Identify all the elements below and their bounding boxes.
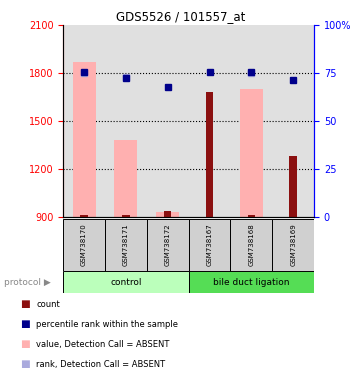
Text: percentile rank within the sample: percentile rank within the sample: [36, 319, 178, 329]
Bar: [206, 92, 213, 217]
Text: GSM738172: GSM738172: [165, 223, 171, 266]
Bar: [230, 219, 272, 271]
Bar: [114, 140, 138, 217]
Bar: [63, 219, 105, 271]
Text: GSM738168: GSM738168: [248, 223, 255, 266]
Bar: [63, 271, 188, 293]
Bar: [122, 215, 130, 217]
Bar: [63, 25, 105, 217]
Bar: [156, 212, 179, 217]
Text: ■: ■: [20, 319, 30, 329]
Text: GDS5526 / 101557_at: GDS5526 / 101557_at: [116, 10, 245, 23]
Bar: [188, 219, 230, 271]
Text: ■: ■: [20, 339, 30, 349]
Text: GSM738171: GSM738171: [123, 223, 129, 266]
Text: GSM738169: GSM738169: [290, 223, 296, 266]
Bar: [240, 89, 263, 217]
Text: bile duct ligation: bile duct ligation: [213, 278, 290, 286]
Text: GSM738167: GSM738167: [206, 223, 213, 266]
Bar: [290, 156, 297, 217]
Text: GSM738170: GSM738170: [81, 223, 87, 266]
Bar: [248, 215, 255, 217]
Text: ■: ■: [20, 299, 30, 309]
Bar: [230, 25, 272, 217]
Bar: [272, 25, 314, 217]
Text: value, Detection Call = ABSENT: value, Detection Call = ABSENT: [36, 339, 169, 349]
Bar: [105, 219, 147, 271]
Bar: [147, 219, 188, 271]
Bar: [73, 62, 96, 217]
Bar: [188, 271, 314, 293]
Bar: [188, 25, 230, 217]
Bar: [147, 25, 188, 217]
Text: control: control: [110, 278, 142, 286]
Bar: [105, 25, 147, 217]
Text: ■: ■: [20, 359, 30, 369]
Bar: [80, 215, 88, 217]
Bar: [164, 211, 171, 217]
Text: rank, Detection Call = ABSENT: rank, Detection Call = ABSENT: [36, 359, 165, 369]
Text: count: count: [36, 300, 60, 309]
Text: protocol ▶: protocol ▶: [4, 278, 51, 286]
Bar: [272, 219, 314, 271]
